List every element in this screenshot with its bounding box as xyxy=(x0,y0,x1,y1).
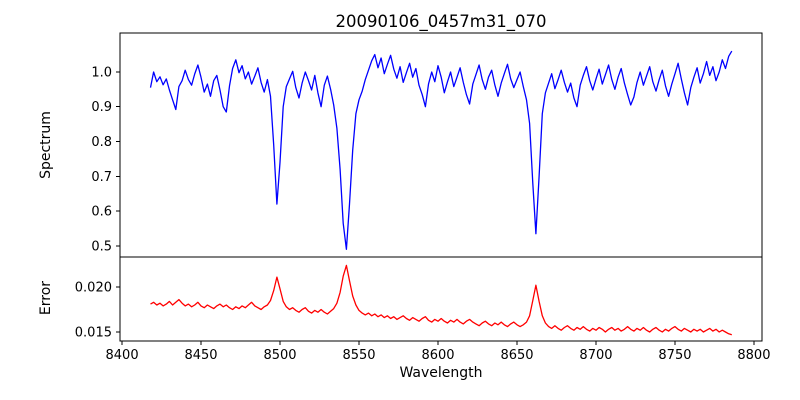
x-tick-label: 8650 xyxy=(500,348,533,363)
spectrum-y-tick-label: 0.9 xyxy=(91,100,112,115)
spectrum-y-tick-label: 0.5 xyxy=(91,239,112,254)
spectrum-line xyxy=(149,50,733,250)
spectrum-y-tick-label: 0.7 xyxy=(91,170,112,185)
spectrum-y-tick-label: 0.6 xyxy=(91,205,112,220)
error-y-tick-label: 0.015 xyxy=(75,325,112,340)
x-tick-label: 8500 xyxy=(263,348,296,363)
x-tick-label: 8750 xyxy=(658,348,691,363)
spectrum-y-tick-label: 0.8 xyxy=(91,135,112,150)
spectrum-y-axis-label: Spectrum xyxy=(38,111,54,179)
spectrum-y-tick-label: 1.0 xyxy=(91,65,112,80)
error-y-tick-label: 0.020 xyxy=(75,280,112,295)
spectrum-plot-border xyxy=(119,32,763,258)
x-tick-label: 8450 xyxy=(184,348,217,363)
error-line xyxy=(150,264,732,336)
x-tick-label: 8700 xyxy=(579,348,612,363)
chart-title: 20090106_0457m31_070 xyxy=(335,12,546,32)
x-tick-label: 8550 xyxy=(342,348,375,363)
x-axis-label: Wavelength xyxy=(399,365,482,381)
error-plot-border xyxy=(119,256,763,342)
error-y-axis-label: Error xyxy=(38,281,54,315)
x-tick-label: 8800 xyxy=(737,348,770,363)
plot-areas: 0.5 0.6 0.7 0.8 0.9 1.0 0.015 0.020 8400 8450 8500… xyxy=(75,32,770,363)
x-tick-label: 8600 xyxy=(421,348,454,363)
x-tick-label: 8400 xyxy=(106,348,139,363)
